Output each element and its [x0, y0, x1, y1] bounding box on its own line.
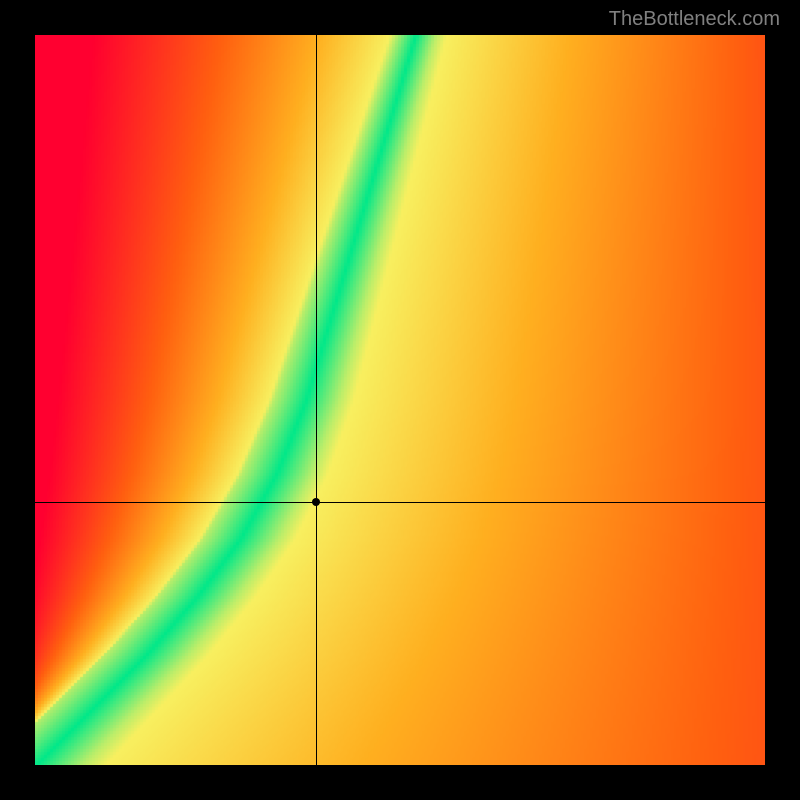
- watermark-text: TheBottleneck.com: [609, 8, 780, 31]
- heatmap-canvas: [35, 35, 765, 765]
- crosshair-horizontal: [35, 502, 765, 503]
- crosshair-vertical: [316, 35, 317, 765]
- crosshair-marker-dot: [312, 498, 320, 506]
- heatmap-chart: [35, 35, 765, 765]
